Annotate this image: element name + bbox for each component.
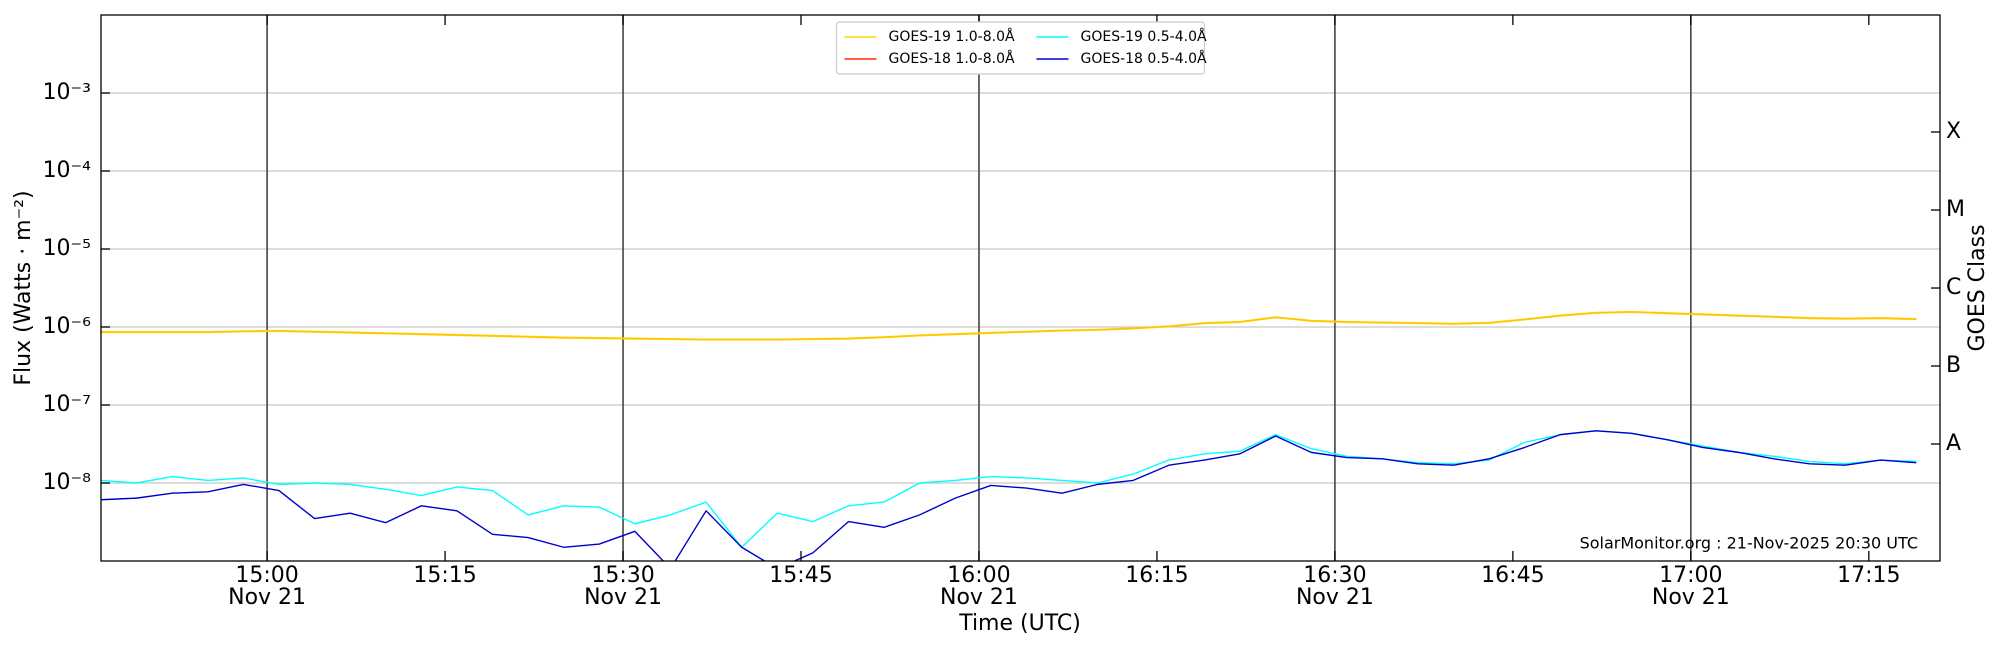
y-tick-label: 10⁻⁶	[43, 314, 92, 339]
y-axis-label: Flux (Watts · m⁻²)	[11, 190, 36, 385]
x-tick-date: Nov 21	[1296, 585, 1374, 610]
x-tick-date: Nov 21	[584, 585, 662, 610]
x-tick-label: 16:15	[1125, 563, 1188, 588]
y2-axis-label: GOES Class	[1965, 224, 1990, 351]
legend-box	[835, 21, 1206, 75]
y-tick-label: 10⁻⁴	[43, 158, 92, 183]
x-tick-label: 15:45	[769, 563, 832, 588]
x-tick-label: 15:00	[235, 563, 298, 588]
x-tick-label: 16:45	[1481, 563, 1544, 588]
legend-label: GOES-19 1.0-8.0Å	[889, 28, 1015, 45]
plot-frame	[100, 14, 1941, 562]
x-tick-date: Nov 21	[940, 585, 1018, 610]
x-tick-label: 16:00	[947, 563, 1010, 588]
x-tick-label: 16:30	[1303, 563, 1366, 588]
y2-tick-label: M	[1946, 197, 1965, 222]
plot-lines	[101, 310, 1917, 561]
x-tick-date: Nov 21	[1652, 585, 1730, 610]
legend: GOES-19 1.0-8.0Å GOES-18 1.0-8.0Å GOES-19 …	[835, 21, 1207, 75]
y-tick-label: 10⁻⁵	[43, 236, 91, 261]
series-line	[101, 310, 1917, 341]
series-line	[101, 430, 1917, 548]
y2-tick-label: C	[1946, 275, 1961, 300]
x-tick-date: Nov 21	[228, 585, 306, 610]
x-tick-label: 15:30	[591, 563, 654, 588]
y2-tick-label: B	[1946, 353, 1961, 378]
legend-label: GOES-18 1.0-8.0Å	[889, 50, 1015, 67]
legend-label: GOES-18 0.5-4.0Å	[1081, 50, 1207, 67]
y-tick-label: 10⁻³	[43, 80, 91, 105]
y2-tick-label: X	[1946, 119, 1961, 144]
x-axis-label: Time (UTC)	[958, 611, 1081, 636]
annotation: SolarMonitor.org : 21-Nov-2025 20:30 UTC	[1580, 534, 1918, 553]
y-tick-label: 10⁻⁷	[43, 392, 91, 417]
x-tick-label: 17:15	[1837, 563, 1900, 588]
x-tick-label: 15:15	[413, 563, 476, 588]
legend-label: GOES-19 0.5-4.0Å	[1081, 28, 1207, 45]
grid	[101, 15, 1940, 561]
y-tick-label: 10⁻⁸	[43, 470, 92, 495]
y2-tick-label: A	[1946, 431, 1961, 456]
series-line	[101, 311, 1917, 341]
series-line	[101, 430, 1917, 561]
x-tick-label: 17:00	[1659, 563, 1722, 588]
